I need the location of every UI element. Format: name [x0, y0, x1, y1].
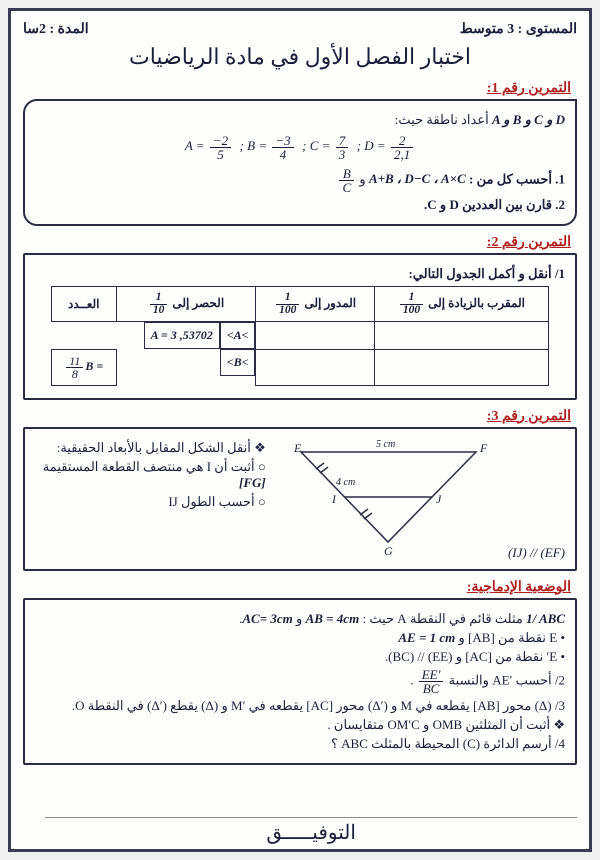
ex3-text: ❖ أنقل الشكل المقابل بالأبعاد الحقيقية: …	[35, 437, 266, 513]
ex1-q1: 1. أحسب كل من : A+B ، D−C ، A×C و BC	[35, 167, 565, 194]
ex1-label: التمرين رقم 1:	[23, 80, 577, 97]
svg-text:F: F	[479, 441, 488, 455]
ex4-box: 1/ ABC مثلث قائم في النقطة A حيث : AB = …	[23, 598, 577, 765]
svg-text:4 cm: 4 cm	[336, 477, 355, 488]
ex2-table: المقرب بالزيادة إلى 1100 المدور إلى 1100…	[51, 286, 549, 386]
ex1-values: A = −25 ; B = −34 ; C = 73 ; D = 22,1	[35, 134, 565, 161]
ex4-l3: 3/ (Δ) محور [AB] يقطعه في M و (′Δ) محور …	[35, 698, 565, 714]
ex4-l4: ❖ أثبت أن المثلثين OMB و OM′C متقايسان .	[35, 717, 565, 733]
table-row: <A< A = 3 ,53702	[51, 322, 548, 350]
ex2-box: 1/ أنقل و أكمل الجدول التالي: المقرب بال…	[23, 253, 577, 400]
ex3-box: E F G I J 5 cm 4 cm (IJ) // (EF) ❖ أنقل …	[23, 427, 577, 571]
level: المستوى : 3 متوسط	[460, 21, 577, 38]
ex1-given: A و B و C و D أعداد ناطقة حيث:	[35, 112, 565, 128]
parallel-note: (IJ) // (EF)	[508, 545, 565, 561]
svg-text:5 cm: 5 cm	[376, 439, 395, 450]
table-row: <B< B = 118	[51, 349, 548, 385]
exam-page: المستوى : 3 متوسط المدة : 2سا اختبار الف…	[8, 8, 592, 852]
ex1-box: A و B و C و D أعداد ناطقة حيث: A = −25 ;…	[23, 99, 577, 226]
exam-title: اختبار الفصل الأول في مادة الرياضيات	[23, 44, 577, 70]
svg-text:E: E	[293, 441, 302, 455]
ex1-q2: 2. قارن بين العددين D و C.	[35, 197, 565, 213]
ex2-intro: 1/ أنقل و أكمل الجدول التالي:	[35, 266, 565, 282]
svg-text:G: G	[384, 544, 393, 557]
svg-text:J: J	[436, 492, 442, 506]
footer: التوفيـــــق	[45, 817, 577, 845]
ex4-l5: 4/ أرسم الدائرة (C) المحيطة بالمثلث ABC …	[35, 736, 565, 752]
ex4-l1: 1/ ABC مثلث قائم في النقطة A حيث : AB = …	[35, 611, 565, 627]
ex3-label: التمرين رقم 3:	[23, 408, 577, 425]
ex4-b2: E′ نقطة من [AC] و (EE) // (BC).	[35, 649, 565, 665]
ex4-b1: E نقطة من [AB] و AE = 1 cm	[35, 630, 565, 646]
ex4-l2: 2/ أحسب ′AE والنسبة EE′BC .	[35, 668, 565, 695]
ex4-label: الوضعية الإدماجية:	[23, 579, 577, 596]
duration: المدة : 2سا	[23, 21, 89, 38]
table-header-row: المقرب بالزيادة إلى 1100 المدور إلى 1100…	[51, 287, 548, 322]
svg-text:I: I	[331, 492, 337, 506]
ex2-label: التمرين رقم 2:	[23, 234, 577, 251]
header: المستوى : 3 متوسط المدة : 2سا	[23, 21, 577, 38]
triangle-diagram: E F G I J 5 cm 4 cm (IJ) // (EF)	[276, 437, 565, 561]
